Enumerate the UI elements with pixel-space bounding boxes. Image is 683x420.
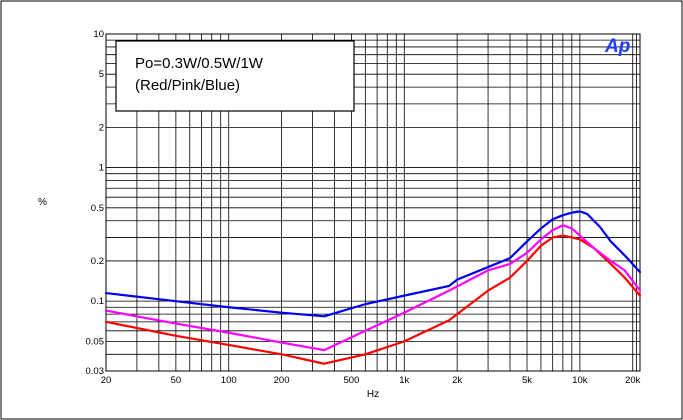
y-axis-title: % <box>38 197 47 208</box>
y-tick-label: 10 <box>93 29 104 40</box>
legend-line-2: (Red/Pink/Blue) <box>135 77 240 94</box>
x-tick-label: 500 <box>344 375 360 386</box>
series-line-blue <box>104 210 642 318</box>
y-tick-label: 0.2 <box>91 256 104 267</box>
x-axis-title: Hz <box>367 389 379 400</box>
y-tick-label: 5 <box>99 69 104 80</box>
x-tick-label: 5k <box>522 375 532 386</box>
x-tick-label: 200 <box>274 375 290 386</box>
y-tick-label: 1 <box>99 163 104 174</box>
x-tick-label: 20k <box>625 375 641 386</box>
legend-frame <box>115 40 355 112</box>
ap-logo: Ap <box>604 36 630 57</box>
x-tick-label: 1k <box>399 375 409 386</box>
x-tick-label: 50 <box>171 375 182 386</box>
y-tick-labels: 0.03 0.05 0.1 0.2 0.5 1 2 5 10 <box>86 29 105 377</box>
legend-box: Po=0.3W/0.5W/1W (Red/Pink/Blue) <box>115 40 355 112</box>
x-tick-label: 20 <box>101 375 112 386</box>
series-group <box>104 210 642 365</box>
y-tick-label: 0.1 <box>91 296 104 307</box>
x-tick-label: 10k <box>572 375 588 386</box>
y-tick-label: 0.05 <box>86 336 105 347</box>
x-tick-labels: 20 50 100 200 500 1k 2k 5k 10k 20k <box>101 375 641 386</box>
y-tick-label: 0.5 <box>91 203 104 214</box>
plot-area-border <box>105 33 641 372</box>
x-tick-label: 100 <box>221 375 237 386</box>
legend-line-1: Po=0.3W/0.5W/1W <box>135 55 264 72</box>
y-tick-label: 0.03 <box>86 366 105 377</box>
y-tick-label: 2 <box>99 122 104 133</box>
series-line-pink <box>104 224 642 352</box>
x-tick-label: 2k <box>452 375 462 386</box>
